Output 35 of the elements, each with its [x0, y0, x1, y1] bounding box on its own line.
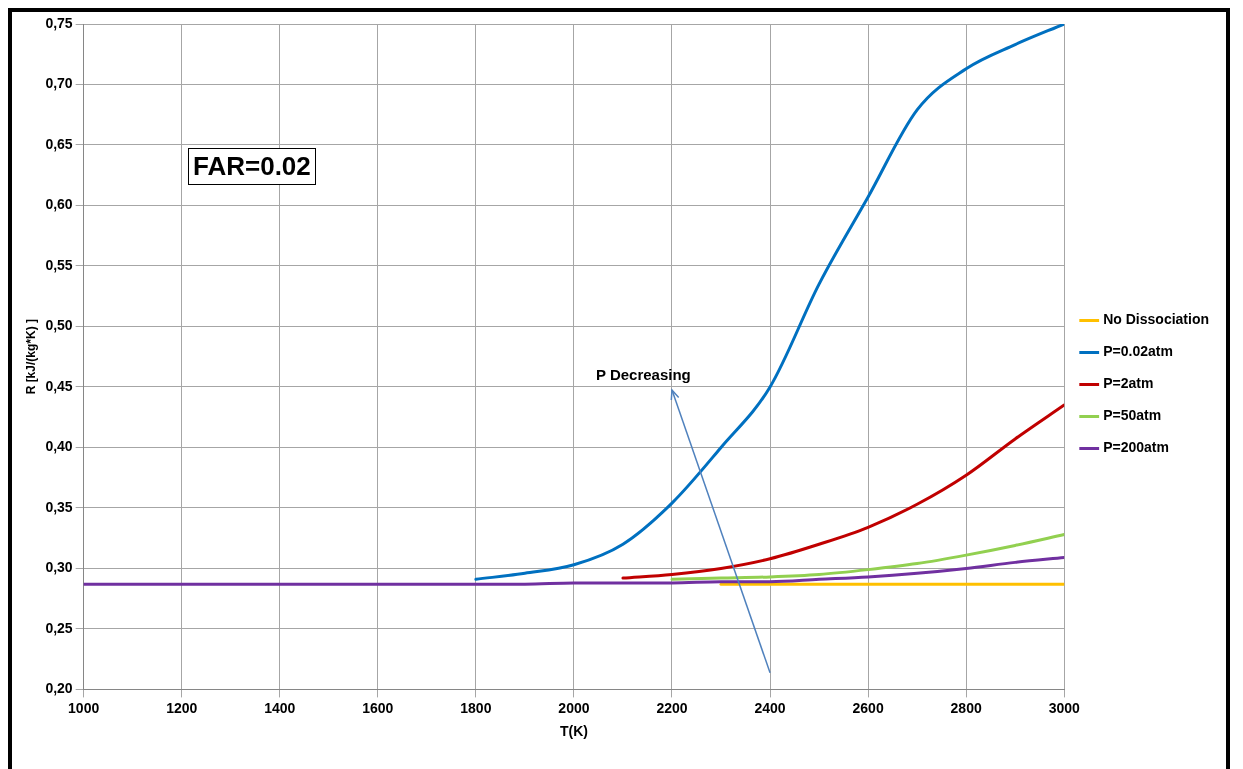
y-tick-label: 0,65	[45, 135, 73, 152]
legend-label: P=200atm	[1103, 439, 1169, 456]
x-tick-label: 1800	[460, 699, 492, 716]
x-tick-label: 2800	[950, 699, 982, 716]
y-tick-label: 0,45	[45, 377, 73, 394]
x-tick-label: 1000	[68, 699, 100, 716]
x-tick-label: 2400	[754, 699, 786, 716]
y-tick-label: 0,50	[45, 317, 73, 334]
x-tick-label: 1200	[166, 699, 198, 716]
line-series	[621, 403, 1065, 580]
legend-label: P=50atm	[1103, 407, 1162, 424]
y-tick-label: 0,35	[45, 498, 73, 515]
y-tick-label: 0,70	[45, 75, 73, 92]
y-tick-label: 0,60	[45, 196, 73, 213]
annotation: P Decreasing	[596, 366, 691, 383]
y-tick-label: 0,40	[45, 438, 73, 455]
legend-label: P=2atm	[1103, 375, 1154, 392]
x-tick-label: 1600	[362, 699, 394, 716]
y-tick-label: 0,75	[45, 14, 73, 31]
line-series	[670, 533, 1065, 581]
x-tick-label: 1400	[264, 699, 296, 716]
legend-label: No Dissociation	[1103, 311, 1209, 328]
y-axis-title: R [kJ/(kg*K) ]	[23, 319, 38, 395]
x-tick-label: 2600	[852, 699, 884, 716]
y-tick-label: 0,55	[45, 256, 73, 273]
y-tick-label: 0,30	[45, 559, 73, 576]
x-tick-label: 3000	[1048, 699, 1080, 716]
line-series	[474, 24, 1065, 581]
x-tick-label: 2000	[558, 699, 590, 716]
legend-label: P=0.02atm	[1103, 343, 1173, 360]
y-tick-label: 0,25	[45, 619, 73, 636]
x-axis-title: T(K)	[559, 723, 588, 740]
annotation: FAR=0.02	[188, 148, 316, 185]
x-tick-label: 2200	[656, 699, 688, 716]
y-tick-label: 0,20	[45, 680, 73, 697]
